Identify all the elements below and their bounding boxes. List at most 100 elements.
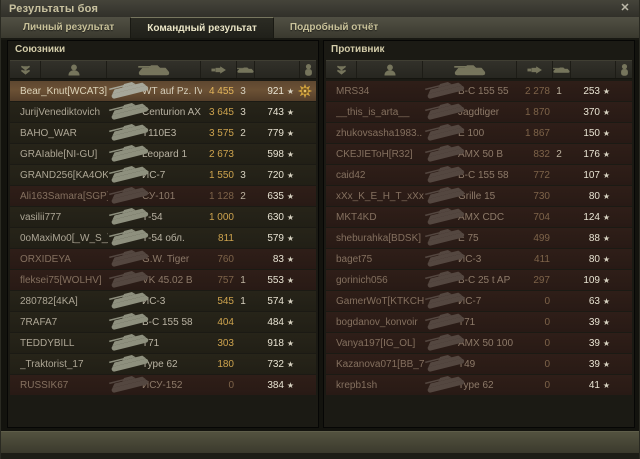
- player-row[interactable]: zhukovsasha1983.. E 100 1 867 150 ★: [326, 123, 632, 143]
- xp-value: 484: [267, 316, 284, 328]
- tab-detailed-report[interactable]: Подробный отчёт: [289, 22, 379, 33]
- vehicle-name: T110E3: [142, 127, 177, 139]
- player-row[interactable]: CKEJIEToH[R32] AMX 50 B 832 2 176 ★: [326, 144, 632, 164]
- column-frags[interactable]: [552, 61, 570, 78]
- vehicle-icon-cell: [108, 208, 140, 227]
- player-row[interactable]: BAHO_WAR T110E3 3 575 2 779 ★: [10, 123, 316, 143]
- xp-star-icon: ★: [602, 191, 611, 201]
- player-row[interactable]: MRS34 B-C 155 55 2 278 1 253 ★: [326, 81, 632, 101]
- shell-damage-icon: [211, 65, 226, 74]
- xp-star-icon: ★: [602, 170, 611, 180]
- player-row[interactable]: Vanya197[IG_OL] AMX 50 100 0 39 ★: [326, 333, 632, 353]
- player-row[interactable]: Ali163Samara[SGP] СУ-101 1 128 2 635 ★: [10, 186, 316, 206]
- enemies-header: Противник: [331, 44, 385, 55]
- column-player[interactable]: [356, 61, 422, 78]
- frags-value: 3: [240, 169, 246, 181]
- player-row[interactable]: GamerWoT[KTKCH] ИС-7 0 63 ★: [326, 291, 632, 311]
- vehicle-name: ИС-7: [458, 295, 482, 307]
- vehicle-name: ИС-7: [142, 169, 166, 181]
- frags-value: 1: [556, 85, 562, 97]
- shell-damage-icon: [527, 65, 542, 74]
- column-platoon[interactable]: [326, 61, 356, 78]
- player-row[interactable]: GRAND256[KA4OK] ИС-7 1 550 3 720 ★: [10, 165, 316, 185]
- tab-team-result[interactable]: Командный результат: [130, 17, 274, 38]
- player-row[interactable]: Kazanova071[BB_71] T49 0 39 ★: [326, 354, 632, 374]
- tab-personal-result[interactable]: Личный результат: [23, 22, 115, 33]
- player-row[interactable]: GRAIable[NI-GU] Leopard 1 2 673 598 ★: [10, 144, 316, 164]
- column-experience[interactable]: [254, 61, 299, 78]
- column-damage[interactable]: [200, 61, 236, 78]
- vehicle-name: E 75: [458, 232, 479, 244]
- xp-star-icon: ★: [286, 380, 295, 390]
- xp-star-icon: ★: [602, 86, 611, 96]
- xp-value: 150: [583, 127, 600, 139]
- damage-value: 4 455: [208, 85, 234, 97]
- xp-star-icon: ★: [286, 233, 295, 243]
- player-name: MKT4KD: [336, 211, 377, 223]
- player-name: GamerWoT[KTKCH]: [336, 295, 424, 307]
- column-platoon[interactable]: [10, 61, 40, 78]
- vehicle-icon-cell: [424, 103, 456, 122]
- player-row[interactable]: _Traktorist_17 Type 62 180 732 ★: [10, 354, 316, 374]
- xp-value: 253: [583, 85, 600, 97]
- xp-value: 635: [267, 190, 284, 202]
- player-row[interactable]: bogdanov_konvoir T71 0 39 ★: [326, 312, 632, 332]
- xp-value: 39: [588, 316, 600, 328]
- player-row[interactable]: JurijVenediktovich Centurion AX 3 645 3 …: [10, 102, 316, 122]
- player-row[interactable]: Bear_Knut[WCAT3] WT auf Pz. IV 4 455 3 9…: [10, 81, 316, 101]
- player-row[interactable]: fleksei75[WOLHV] VK 45.02 B 757 1 553 ★: [10, 270, 316, 290]
- damage-value: 545: [217, 295, 234, 307]
- player-row[interactable]: gorinich056 B-C 25 t AP 297 109 ★: [326, 270, 632, 290]
- player-name: baget75: [336, 253, 373, 265]
- player-name: Ali163Samara[SGP]: [20, 190, 108, 202]
- xp-value: 124: [583, 211, 600, 223]
- allies-header: Союзники: [15, 44, 66, 55]
- damage-value: 2 673: [208, 148, 234, 160]
- player-row[interactable]: sheburahka[BDSK] E 75 499 88 ★: [326, 228, 632, 248]
- player-row[interactable]: ORXIDEYA G.W. Tiger 760 83 ★: [10, 249, 316, 269]
- xp-value: 553: [267, 274, 284, 286]
- player-row[interactable]: MKT4KD AMX CDC 704 124 ★: [326, 207, 632, 227]
- column-vehicle[interactable]: [422, 61, 516, 78]
- xp-star-icon: ★: [286, 338, 295, 348]
- player-name: BAHO_WAR: [20, 127, 77, 139]
- xp-value: 80: [588, 190, 600, 202]
- xp-value: 732: [267, 358, 284, 370]
- column-vehicle[interactable]: [106, 61, 200, 78]
- player-row[interactable]: krepb1sh Type 62 0 41 ★: [326, 375, 632, 395]
- title-bar: Результаты боя ✕: [1, 0, 639, 18]
- xp-value: 598: [267, 148, 284, 160]
- results-content: Союзники: [1, 40, 639, 431]
- xp-value: 384: [267, 379, 284, 391]
- damage-value: 730: [533, 190, 550, 202]
- player-row[interactable]: TEDDYBILL T71 303 918 ★: [10, 333, 316, 353]
- player-row[interactable]: xXx_K_E_H_T_xXx Grille 15 730 80 ★: [326, 186, 632, 206]
- column-damage[interactable]: [516, 61, 552, 78]
- column-player[interactable]: [40, 61, 106, 78]
- column-achievements[interactable]: [299, 61, 316, 78]
- column-frags[interactable]: [236, 61, 254, 78]
- damage-value: 0: [544, 337, 550, 349]
- column-achievements[interactable]: [615, 61, 632, 78]
- xp-value: 80: [588, 253, 600, 265]
- damage-value: 3 575: [208, 127, 234, 139]
- player-row[interactable]: 0oMaxiMo0[_W_S_] Т-54 обл. 811 579 ★: [10, 228, 316, 248]
- vehicle-name: AMX 50 B: [458, 148, 504, 160]
- vehicle-icon-cell: [108, 271, 140, 290]
- player-row[interactable]: RUSSIK67 ИСУ-152 0 384 ★: [10, 375, 316, 395]
- vehicle-name: ИС-3: [142, 295, 166, 307]
- player-row[interactable]: __this_is_arta__ Jagdtiger 1 870 370 ★: [326, 102, 632, 122]
- player-row[interactable]: 7RAFA7 B-C 155 58 404 484 ★: [10, 312, 316, 332]
- column-experience[interactable]: [570, 61, 615, 78]
- player-row[interactable]: vasilii777 Т-54 1 000 630 ★: [10, 207, 316, 227]
- close-icon[interactable]: ✕: [620, 2, 630, 14]
- player-row[interactable]: 280782[4KA] ИС-3 545 1 574 ★: [10, 291, 316, 311]
- xp-star-icon: ★: [602, 380, 611, 390]
- player-name: 0oMaxiMo0[_W_S_]: [20, 232, 108, 244]
- platoon-icon: [336, 65, 346, 75]
- player-row[interactable]: baget75 ИС-3 411 80 ★: [326, 249, 632, 269]
- xp-star-icon: ★: [286, 275, 295, 285]
- damage-value: 1 128: [208, 190, 234, 202]
- player-row[interactable]: caid42 B-C 155 58 772 107 ★: [326, 165, 632, 185]
